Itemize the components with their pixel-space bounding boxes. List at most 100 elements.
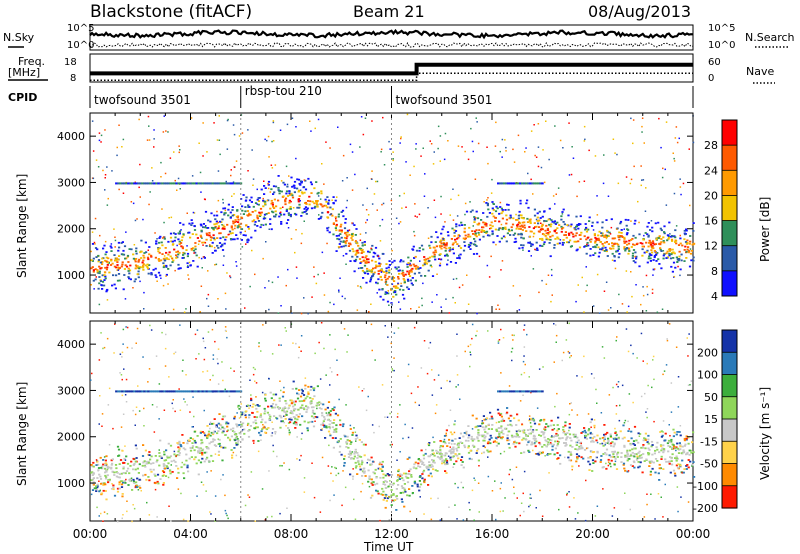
scatter-cell xyxy=(504,226,507,229)
scatter-cell xyxy=(423,340,426,342)
scatter-cell xyxy=(124,482,127,484)
scatter-cell xyxy=(109,264,113,266)
scatter-cell xyxy=(262,205,265,208)
scatter-cell xyxy=(283,421,285,424)
scatter-cell xyxy=(638,233,641,236)
scatter-cell xyxy=(399,475,402,477)
scatter-cell xyxy=(364,256,367,259)
scatter-cell xyxy=(224,292,227,295)
scatter-cell xyxy=(663,449,666,452)
scatter-cell xyxy=(666,250,669,253)
scatter-cell xyxy=(533,222,536,224)
scatter-cell xyxy=(399,492,402,494)
scatter-cell xyxy=(462,249,466,252)
scatter-cell xyxy=(458,286,461,289)
scatter-cell xyxy=(661,447,664,450)
scatter-cell xyxy=(501,418,504,421)
scatter-cell xyxy=(539,217,542,219)
scatter-cell xyxy=(589,254,592,257)
scatter-cell xyxy=(583,449,587,451)
scatter-cell xyxy=(301,390,304,392)
scatter-cell xyxy=(651,251,654,254)
scatter-cell xyxy=(262,324,264,326)
scatter-cell xyxy=(650,220,653,222)
scatter-cell xyxy=(445,452,448,455)
scatter-cell xyxy=(325,425,328,428)
scatter-cell xyxy=(679,448,682,451)
scatter-cell xyxy=(491,207,494,210)
scatter-cell xyxy=(134,460,137,463)
scatter-cell xyxy=(335,427,338,430)
scatter-cell xyxy=(210,431,213,434)
scatter-cell xyxy=(684,233,687,236)
scatter-cell xyxy=(100,332,102,334)
scatter-cell xyxy=(587,460,590,463)
scatter-cell xyxy=(417,465,420,468)
scatter-cell xyxy=(437,125,440,128)
scatter-cell xyxy=(127,270,130,272)
scatter-cell xyxy=(689,248,692,250)
scatter-cell xyxy=(186,266,189,268)
scatter-cell xyxy=(264,431,267,434)
scatter-cell xyxy=(154,267,157,270)
scatter-cell xyxy=(567,350,570,353)
scatter-cell xyxy=(178,230,182,233)
scatter-cell xyxy=(371,460,375,463)
noise-right-label: N.Search xyxy=(745,31,795,44)
scatter-cell xyxy=(556,236,559,239)
scatter-cell xyxy=(428,461,431,463)
scatter-cell xyxy=(348,249,352,252)
scatter-cell xyxy=(139,196,141,198)
scatter-cell xyxy=(253,223,256,226)
scatter-cell xyxy=(221,418,224,421)
scatter-cell xyxy=(235,261,237,263)
scatter-cell xyxy=(187,182,190,185)
scatter-cell xyxy=(225,212,227,214)
scatter-cell xyxy=(619,235,622,237)
scatter-cell xyxy=(306,395,309,398)
scatter-cell xyxy=(552,435,555,438)
scatter-cell xyxy=(310,130,312,132)
scatter-cell xyxy=(176,244,178,247)
scatter-cell xyxy=(417,458,420,461)
scatter-cell xyxy=(461,224,464,226)
scatter-cell xyxy=(177,467,180,470)
scatter-cell xyxy=(620,452,623,454)
scatter-cell xyxy=(158,418,160,420)
scatter-cell xyxy=(444,249,447,252)
scatter-cell xyxy=(177,263,180,266)
scatter-cell xyxy=(439,258,441,260)
scatter-cell xyxy=(98,270,101,273)
scatter-cell xyxy=(262,197,264,200)
scatter-cell xyxy=(439,458,442,461)
scatter-cell xyxy=(387,266,390,269)
scatter-cell xyxy=(421,297,423,300)
scatter-cell xyxy=(674,229,677,232)
scatter-cell xyxy=(231,454,234,457)
scatter-cell xyxy=(399,473,402,476)
scatter-cell xyxy=(236,438,239,440)
scatter-cell xyxy=(452,296,454,299)
scatter-cell xyxy=(224,326,227,328)
scatter-cell xyxy=(372,255,375,258)
scatter-cell xyxy=(122,472,125,474)
scatter-cell xyxy=(223,226,226,228)
scatter-cell xyxy=(447,259,449,261)
scatter-cell xyxy=(621,236,624,238)
scatter-cell xyxy=(544,426,547,429)
scatter-cell xyxy=(501,217,504,220)
scatter-cell xyxy=(496,207,499,210)
scatter-cell xyxy=(398,195,401,197)
scatter-cell xyxy=(225,308,227,310)
scatter-cell xyxy=(147,182,150,185)
scatter-cell xyxy=(284,203,287,206)
scatter-cell xyxy=(568,122,570,124)
scatter-cell xyxy=(162,266,165,269)
scatter-cell xyxy=(564,433,567,436)
scatter-cell xyxy=(675,126,678,128)
scatter-cell xyxy=(383,271,386,273)
scatter-cell xyxy=(568,413,571,416)
scatter-cell xyxy=(561,243,564,246)
scatter-cell xyxy=(684,241,688,243)
scatter-cell xyxy=(375,264,378,267)
